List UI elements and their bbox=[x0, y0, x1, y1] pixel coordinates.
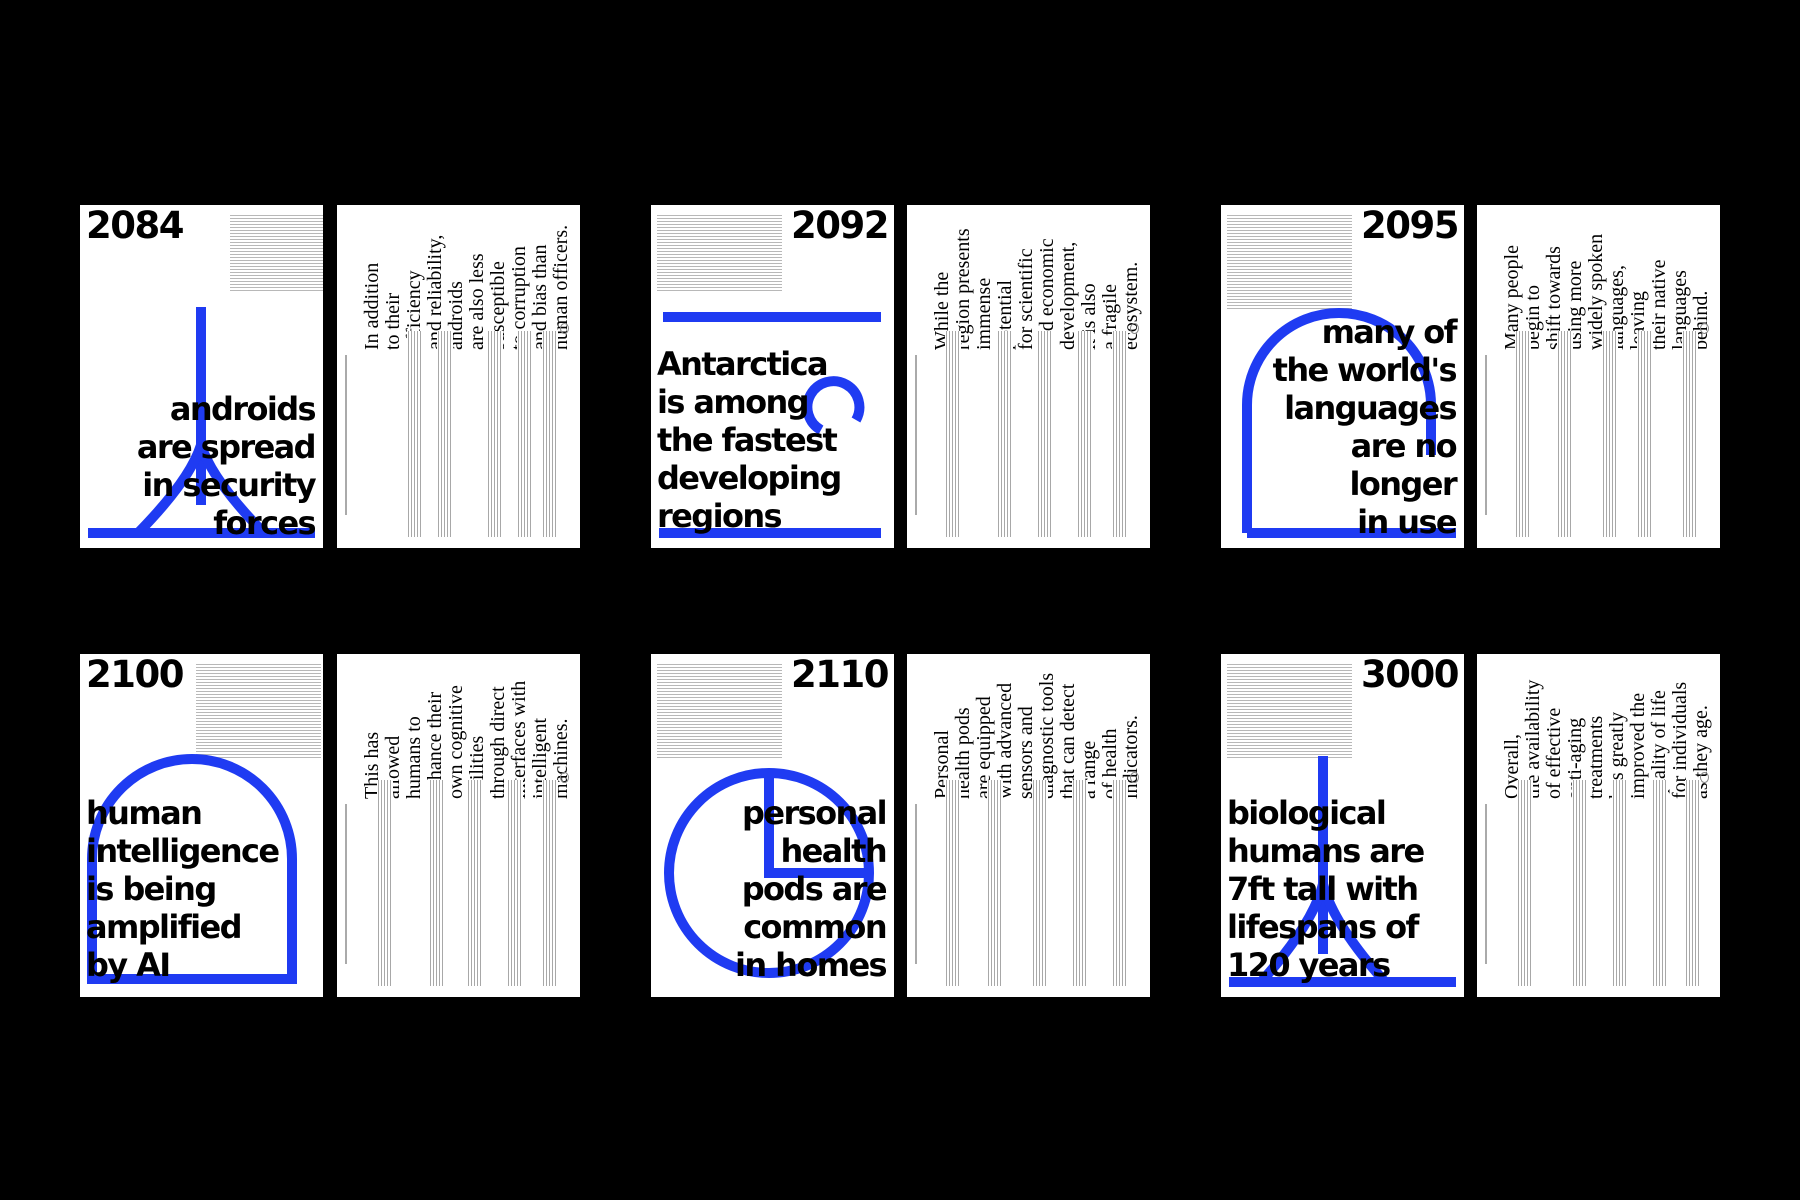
text-column bbox=[429, 780, 445, 986]
text-column bbox=[997, 331, 1013, 537]
text-column bbox=[467, 780, 483, 986]
logo-mark-icon bbox=[1130, 772, 1139, 783]
text-column bbox=[1112, 331, 1128, 537]
text-column bbox=[1682, 331, 1698, 537]
poster-2084-front: 2084 androids are spread in security for… bbox=[80, 205, 323, 548]
poster-2110-front: 2110 personal health pods are common in … bbox=[651, 654, 894, 997]
poster-2095-front: 2095 many of the world's languages are n… bbox=[1221, 205, 1464, 548]
headline: human intelligence is being amplified by… bbox=[86, 794, 280, 984]
margin-note bbox=[1485, 355, 1487, 515]
logo-mark-icon bbox=[1700, 772, 1709, 783]
text-column bbox=[1072, 780, 1088, 986]
intro-text-block bbox=[196, 662, 321, 760]
year-label: 2110 bbox=[791, 654, 889, 696]
year-label: 2092 bbox=[791, 205, 889, 247]
pull-quote: This has allowed humans to enhance their… bbox=[361, 680, 572, 799]
text-column bbox=[1517, 780, 1533, 986]
text-column bbox=[1112, 780, 1128, 986]
text-column bbox=[1652, 780, 1668, 986]
text-column bbox=[542, 331, 558, 537]
poster-2110-back: Personal health pods are equipped with a… bbox=[907, 654, 1150, 997]
text-column bbox=[1602, 331, 1618, 537]
text-column bbox=[945, 331, 961, 537]
pull-quote: Personal health pods are equipped with a… bbox=[931, 672, 1142, 799]
text-column bbox=[542, 780, 558, 986]
text-column bbox=[1637, 331, 1653, 537]
margin-note bbox=[915, 804, 917, 964]
poster-3000-front: 3000 biological humans are 7ft tall with… bbox=[1221, 654, 1464, 997]
headline: biological humans are 7ft tall with life… bbox=[1227, 794, 1425, 984]
logo-mark-icon bbox=[560, 323, 569, 334]
tower-graphic bbox=[1229, 756, 1456, 987]
text-column bbox=[1572, 780, 1588, 986]
headline: androids are spread in security forces bbox=[136, 390, 317, 542]
intro-text-block bbox=[230, 213, 323, 293]
headline: personal health pods are common in homes bbox=[735, 794, 888, 984]
pull-quote: In addition to their efficiency and reli… bbox=[361, 224, 572, 350]
poster-2100-front: 2100 human intelligence is being amplifi… bbox=[80, 654, 323, 997]
text-column bbox=[407, 331, 423, 537]
year-label: 2100 bbox=[86, 654, 184, 696]
poster-2095-back: Many people begin to shift towards using… bbox=[1477, 205, 1720, 548]
logo-mark-icon bbox=[560, 772, 569, 783]
year-label: 2095 bbox=[1361, 205, 1459, 247]
text-column bbox=[945, 780, 961, 986]
intro-text-block bbox=[657, 213, 782, 293]
logo-mark-icon bbox=[1130, 323, 1139, 334]
pull-quote: While the region presents immense potent… bbox=[931, 228, 1142, 350]
poster-3000-back: Overall, the availability of effective a… bbox=[1477, 654, 1720, 997]
margin-note bbox=[915, 355, 917, 515]
poster-2092-front: 2092 Antarctica is among the fastest dev… bbox=[651, 205, 894, 548]
intro-text-block bbox=[1227, 213, 1352, 311]
intro-text-block bbox=[1227, 662, 1352, 760]
text-column bbox=[1032, 780, 1048, 986]
tower-graphic bbox=[88, 307, 315, 538]
text-column bbox=[1557, 331, 1573, 537]
arch-graphic bbox=[87, 754, 297, 984]
text-column bbox=[437, 331, 453, 537]
text-column bbox=[517, 331, 533, 537]
clock-graphic bbox=[664, 768, 874, 978]
poster-2100-back: This has allowed humans to enhance their… bbox=[337, 654, 580, 997]
text-column bbox=[1612, 780, 1628, 986]
headline: many of the world's languages are no lon… bbox=[1272, 313, 1458, 541]
year-label: 3000 bbox=[1361, 654, 1459, 696]
margin-note bbox=[1485, 804, 1487, 964]
text-column bbox=[1515, 331, 1531, 537]
pull-quote: Overall, the availability of effective a… bbox=[1501, 679, 1712, 799]
poster-2084-back: In addition to their efficiency and reli… bbox=[337, 205, 580, 548]
arch-graphic bbox=[1242, 308, 1456, 538]
text-column bbox=[1685, 780, 1701, 986]
text-column bbox=[507, 780, 523, 986]
text-column bbox=[487, 331, 503, 537]
margin-note bbox=[345, 355, 347, 515]
text-column bbox=[377, 780, 393, 986]
headline: Antarctica is among the fastest developi… bbox=[657, 345, 842, 535]
text-column bbox=[987, 780, 1003, 986]
bracket-arc-graphic bbox=[659, 312, 881, 538]
year-label: 2084 bbox=[86, 205, 184, 247]
intro-text-block bbox=[657, 662, 782, 760]
text-column bbox=[1037, 331, 1053, 537]
margin-note bbox=[345, 804, 347, 964]
logo-mark-icon bbox=[1700, 323, 1709, 334]
pull-quote: Many people begin to shift towards using… bbox=[1501, 233, 1712, 350]
poster-2092-back: While the region presents immense potent… bbox=[907, 205, 1150, 548]
text-column bbox=[1077, 331, 1093, 537]
